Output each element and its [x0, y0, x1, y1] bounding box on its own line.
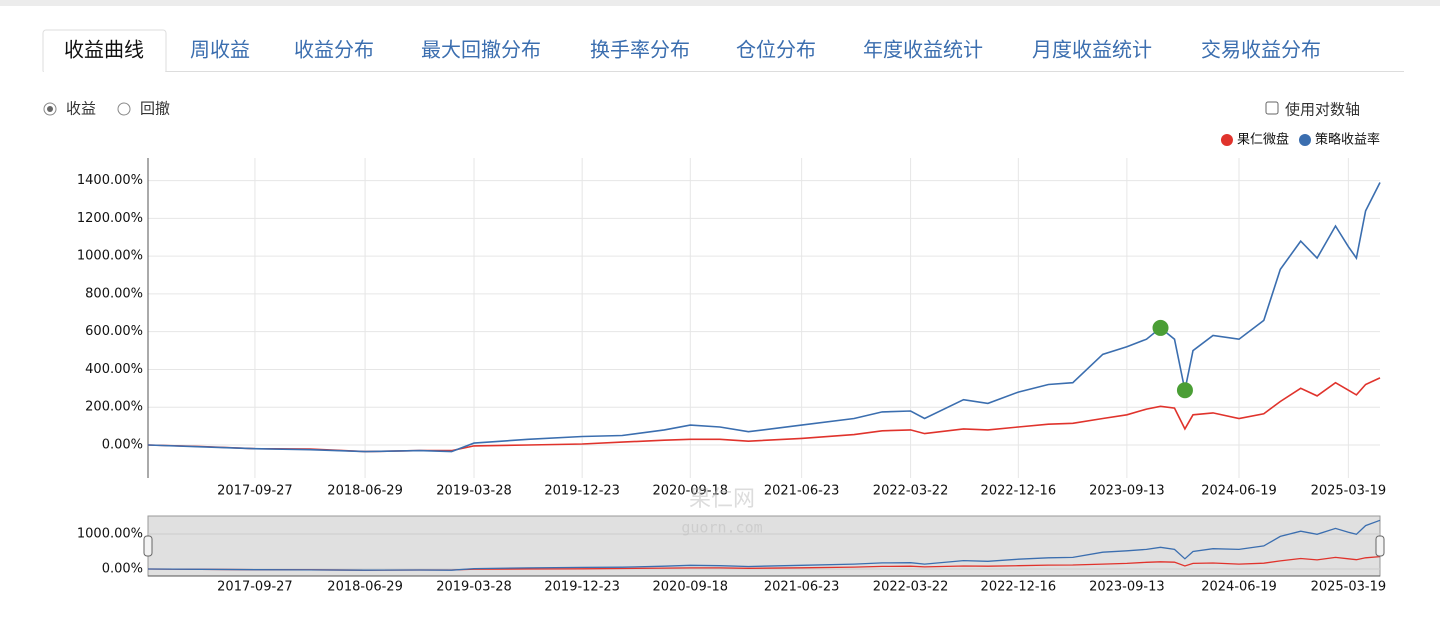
navigator-x-tick-label: 2021-06-23 [764, 580, 840, 595]
x-tick-label: 2019-12-23 [544, 484, 620, 499]
watermark: 果仁网 [689, 487, 755, 512]
navigator-y-tick-label: 1000.00% [77, 526, 143, 541]
y-tick-label: 1200.00% [77, 211, 143, 226]
x-tick-label: 2018-06-29 [327, 484, 403, 499]
y-tick-label: 0.00% [102, 437, 143, 452]
watermark: guorn.com [681, 519, 762, 537]
navigator-x-tick-label: 2023-09-13 [1089, 580, 1165, 595]
tab[interactable]: 仓位分布 [736, 38, 816, 62]
tab[interactable]: 周收益 [190, 38, 250, 62]
legend-label[interactable]: 果仁微盘 [1237, 132, 1289, 148]
tab[interactable]: 最大回撤分布 [421, 38, 541, 62]
active-tab-frame [42, 29, 167, 72]
navigator-window [147, 515, 1381, 577]
tab[interactable]: 收益分布 [294, 38, 374, 62]
y-tick-label: 1000.00% [77, 249, 143, 264]
y-tick-label: 200.00% [85, 400, 143, 415]
checkbox[interactable] [1265, 101, 1279, 115]
radio[interactable] [117, 102, 131, 116]
checkbox-label[interactable]: 使用对数轴 [1285, 101, 1360, 119]
drawdown-marker [1152, 319, 1169, 336]
x-tick-label: 2020-09-18 [653, 484, 729, 499]
x-tick-label: 2019-03-28 [436, 484, 512, 499]
tab[interactable]: 换手率分布 [590, 38, 690, 62]
y-tick-label: 600.00% [85, 324, 143, 339]
x-tick-label: 2025-03-19 [1311, 484, 1387, 499]
y-tick-label: 800.00% [85, 286, 143, 301]
navigator-x-tick-label: 2024-06-19 [1201, 580, 1277, 595]
top-band [0, 0, 1440, 6]
radio-dot [47, 106, 53, 112]
series-line [147, 519, 1381, 571]
y-tick-label: 1400.00% [77, 173, 143, 188]
tab[interactable]: 月度收益统计 [1032, 38, 1152, 62]
navigator-x-tick-label: 2018-06-29 [327, 580, 403, 595]
radio-label[interactable]: 回撤 [140, 100, 170, 118]
navigator-x-tick-label: 2022-03-22 [873, 580, 949, 595]
series-line [147, 182, 1381, 453]
tab[interactable]: 年度收益统计 [863, 38, 983, 62]
x-tick-label: 2017-09-27 [217, 484, 293, 499]
legend-swatch [1298, 134, 1311, 146]
legend-label[interactable]: 策略收益率 [1315, 132, 1380, 148]
series-line [147, 377, 1381, 453]
y-tick-label: 400.00% [85, 362, 143, 377]
navigator-x-tick-label: 2019-03-28 [436, 580, 512, 595]
drawdown-marker [1176, 382, 1193, 399]
x-tick-label: 2023-09-13 [1089, 484, 1165, 499]
navigator-x-tick-label: 2020-09-18 [653, 580, 729, 595]
navigator-handle[interactable] [143, 535, 153, 557]
navigator-x-tick-label: 2022-12-16 [981, 580, 1057, 595]
navigator-x-tick-label: 2017-09-27 [217, 580, 293, 595]
x-tick-label: 2021-06-23 [764, 484, 840, 499]
x-tick-label: 2024-06-19 [1201, 484, 1277, 499]
x-tick-label: 2022-03-22 [873, 484, 949, 499]
x-tick-label: 2022-12-16 [981, 484, 1057, 499]
navigator-x-tick-label: 2025-03-19 [1311, 580, 1387, 595]
legend-swatch [1220, 134, 1233, 146]
tab[interactable]: 收益曲线 [64, 38, 144, 62]
navigator-handle[interactable] [1375, 535, 1385, 557]
radio-label[interactable]: 收益 [66, 100, 96, 118]
tab[interactable]: 交易收益分布 [1201, 38, 1321, 62]
navigator-x-tick-label: 2019-12-23 [544, 580, 620, 595]
navigator-y-tick-label: 0.00% [102, 561, 143, 576]
